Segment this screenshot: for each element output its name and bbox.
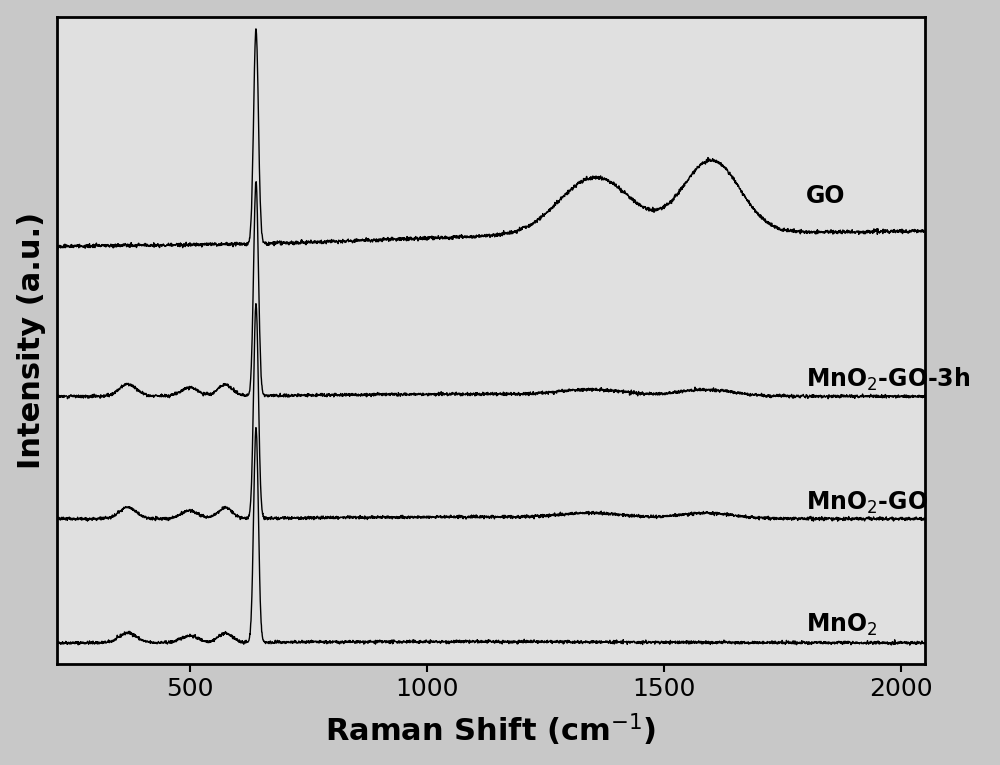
Y-axis label: Intensity (a.u.): Intensity (a.u.) [17, 212, 46, 469]
Text: MnO$_2$: MnO$_2$ [806, 612, 878, 638]
X-axis label: Raman Shift (cm$^{-1}$): Raman Shift (cm$^{-1}$) [325, 712, 656, 748]
Text: MnO$_2$-GO-3h: MnO$_2$-GO-3h [806, 366, 971, 393]
Text: GO: GO [806, 184, 846, 208]
Text: MnO$_2$-GO: MnO$_2$-GO [806, 490, 928, 516]
